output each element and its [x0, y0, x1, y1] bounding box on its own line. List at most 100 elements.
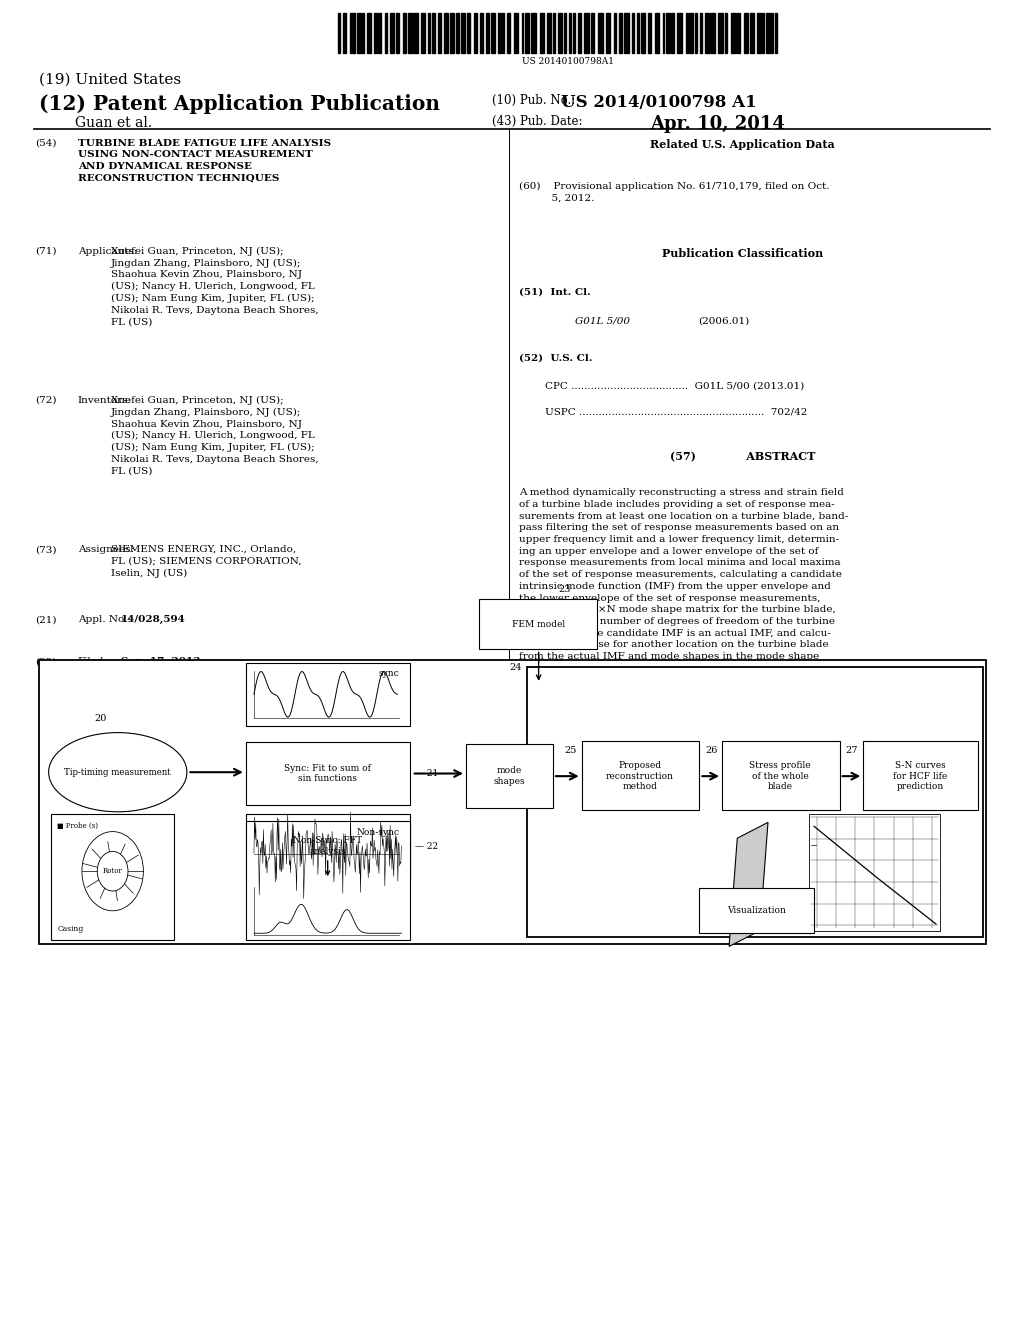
Bar	[654, 13, 659, 53]
Text: US 20140100798A1: US 20140100798A1	[522, 57, 614, 66]
Bar	[632, 13, 634, 53]
Text: (54): (54)	[35, 139, 56, 148]
Bar	[361, 13, 365, 53]
Bar	[568, 13, 571, 53]
Text: (19) United States: (19) United States	[39, 73, 181, 87]
Bar	[421, 13, 425, 53]
Bar	[467, 13, 470, 53]
Bar	[246, 814, 410, 878]
Text: Sync: Fit to sum of
sin functions: Sync: Fit to sum of sin functions	[285, 764, 371, 783]
Bar	[437, 13, 440, 53]
Text: Applicants:: Applicants:	[78, 247, 137, 256]
Text: Inventors:: Inventors:	[78, 396, 132, 405]
Text: 14/028,594: 14/028,594	[121, 615, 185, 624]
Text: 24: 24	[510, 664, 522, 672]
Bar	[699, 13, 701, 53]
Bar	[246, 821, 410, 940]
Bar	[540, 13, 544, 53]
Bar	[525, 13, 529, 53]
Text: ■ Probe (s): ■ Probe (s)	[57, 822, 98, 830]
Text: A method dynamically reconstructing a stress and strain field
of a turbine blade: A method dynamically reconstructing a st…	[519, 488, 849, 672]
Bar	[578, 13, 581, 53]
Bar	[479, 599, 597, 649]
Bar	[367, 13, 371, 53]
Bar	[461, 13, 465, 53]
Text: (22): (22)	[35, 657, 56, 667]
Bar	[466, 744, 553, 808]
Bar	[766, 13, 770, 53]
Bar	[614, 13, 615, 53]
Text: Casing: Casing	[57, 925, 84, 933]
Polygon shape	[729, 822, 768, 946]
Bar	[51, 814, 174, 940]
Text: sync: sync	[379, 669, 399, 678]
Text: Xuefei Guan, Princeton, NJ (US);
Jingdan Zhang, Plainsboro, NJ (US);
Shaohua Kev: Xuefei Guan, Princeton, NJ (US); Jingdan…	[111, 396, 318, 475]
Bar	[474, 13, 477, 53]
Bar	[389, 13, 394, 53]
Bar	[456, 13, 459, 53]
Text: CPC ....................................  G01L 5/00 (2013.01): CPC ....................................…	[545, 381, 804, 391]
Text: — 22: — 22	[415, 842, 438, 850]
Bar	[375, 13, 377, 53]
Bar	[694, 13, 697, 53]
Bar	[403, 13, 406, 53]
Text: Apr. 10, 2014: Apr. 10, 2014	[650, 115, 785, 133]
Text: FEM model: FEM model	[512, 620, 565, 628]
Bar	[686, 13, 687, 53]
Text: G01L 5/00: G01L 5/00	[575, 317, 631, 326]
Text: Proposed
reconstruction
method: Proposed reconstruction method	[606, 762, 674, 791]
Text: (2006.01): (2006.01)	[698, 317, 750, 326]
Text: 27: 27	[846, 746, 858, 755]
Bar	[582, 741, 699, 810]
Text: Sep. 17, 2013: Sep. 17, 2013	[121, 657, 201, 667]
Text: S-N curves
for HCF life
prediction: S-N curves for HCF life prediction	[894, 762, 947, 791]
Bar	[451, 13, 454, 53]
Text: Filed:: Filed:	[78, 657, 108, 667]
Bar	[743, 13, 749, 53]
Text: Guan et al.: Guan et al.	[75, 116, 152, 131]
Text: Assignees:: Assignees:	[78, 545, 134, 554]
Text: US 2014/0100798 A1: US 2014/0100798 A1	[561, 94, 757, 111]
Bar	[762, 13, 764, 53]
Bar	[343, 13, 346, 53]
Bar	[757, 13, 761, 53]
Bar	[395, 13, 399, 53]
Bar	[338, 13, 340, 53]
Bar	[486, 13, 489, 53]
Text: (10) Pub. No.:: (10) Pub. No.:	[492, 94, 574, 107]
Bar	[722, 741, 840, 810]
Bar	[598, 13, 602, 53]
Bar	[648, 13, 651, 53]
Bar	[558, 13, 562, 53]
Text: 20: 20	[94, 714, 106, 723]
Text: Non-sync: Non-sync	[356, 828, 399, 837]
Text: (57)             ABSTRACT: (57) ABSTRACT	[670, 451, 815, 462]
Text: 25: 25	[564, 746, 577, 755]
Bar	[771, 13, 773, 53]
Bar	[415, 13, 418, 53]
Bar	[737, 13, 740, 53]
Text: (52)  U.S. Cl.: (52) U.S. Cl.	[519, 354, 593, 363]
Bar	[775, 13, 777, 53]
Bar	[513, 13, 518, 53]
Bar	[564, 13, 566, 53]
Bar	[480, 13, 482, 53]
Text: Publication Classification: Publication Classification	[662, 248, 823, 259]
Bar	[573, 13, 575, 53]
Text: (71): (71)	[35, 247, 56, 256]
Bar	[641, 13, 645, 53]
Bar	[409, 13, 413, 53]
Bar	[428, 13, 430, 53]
Bar	[725, 13, 727, 53]
Bar	[750, 13, 754, 53]
Text: Non-Sync: FFT
analysis: Non-Sync: FFT analysis	[293, 837, 362, 855]
Text: Visualization: Visualization	[727, 907, 786, 915]
Text: (72): (72)	[35, 396, 56, 405]
Bar	[731, 13, 735, 53]
Bar	[521, 13, 523, 53]
Bar	[637, 13, 639, 53]
Bar	[605, 13, 610, 53]
Text: (73): (73)	[35, 545, 56, 554]
Bar	[677, 13, 682, 53]
Bar	[863, 741, 978, 810]
